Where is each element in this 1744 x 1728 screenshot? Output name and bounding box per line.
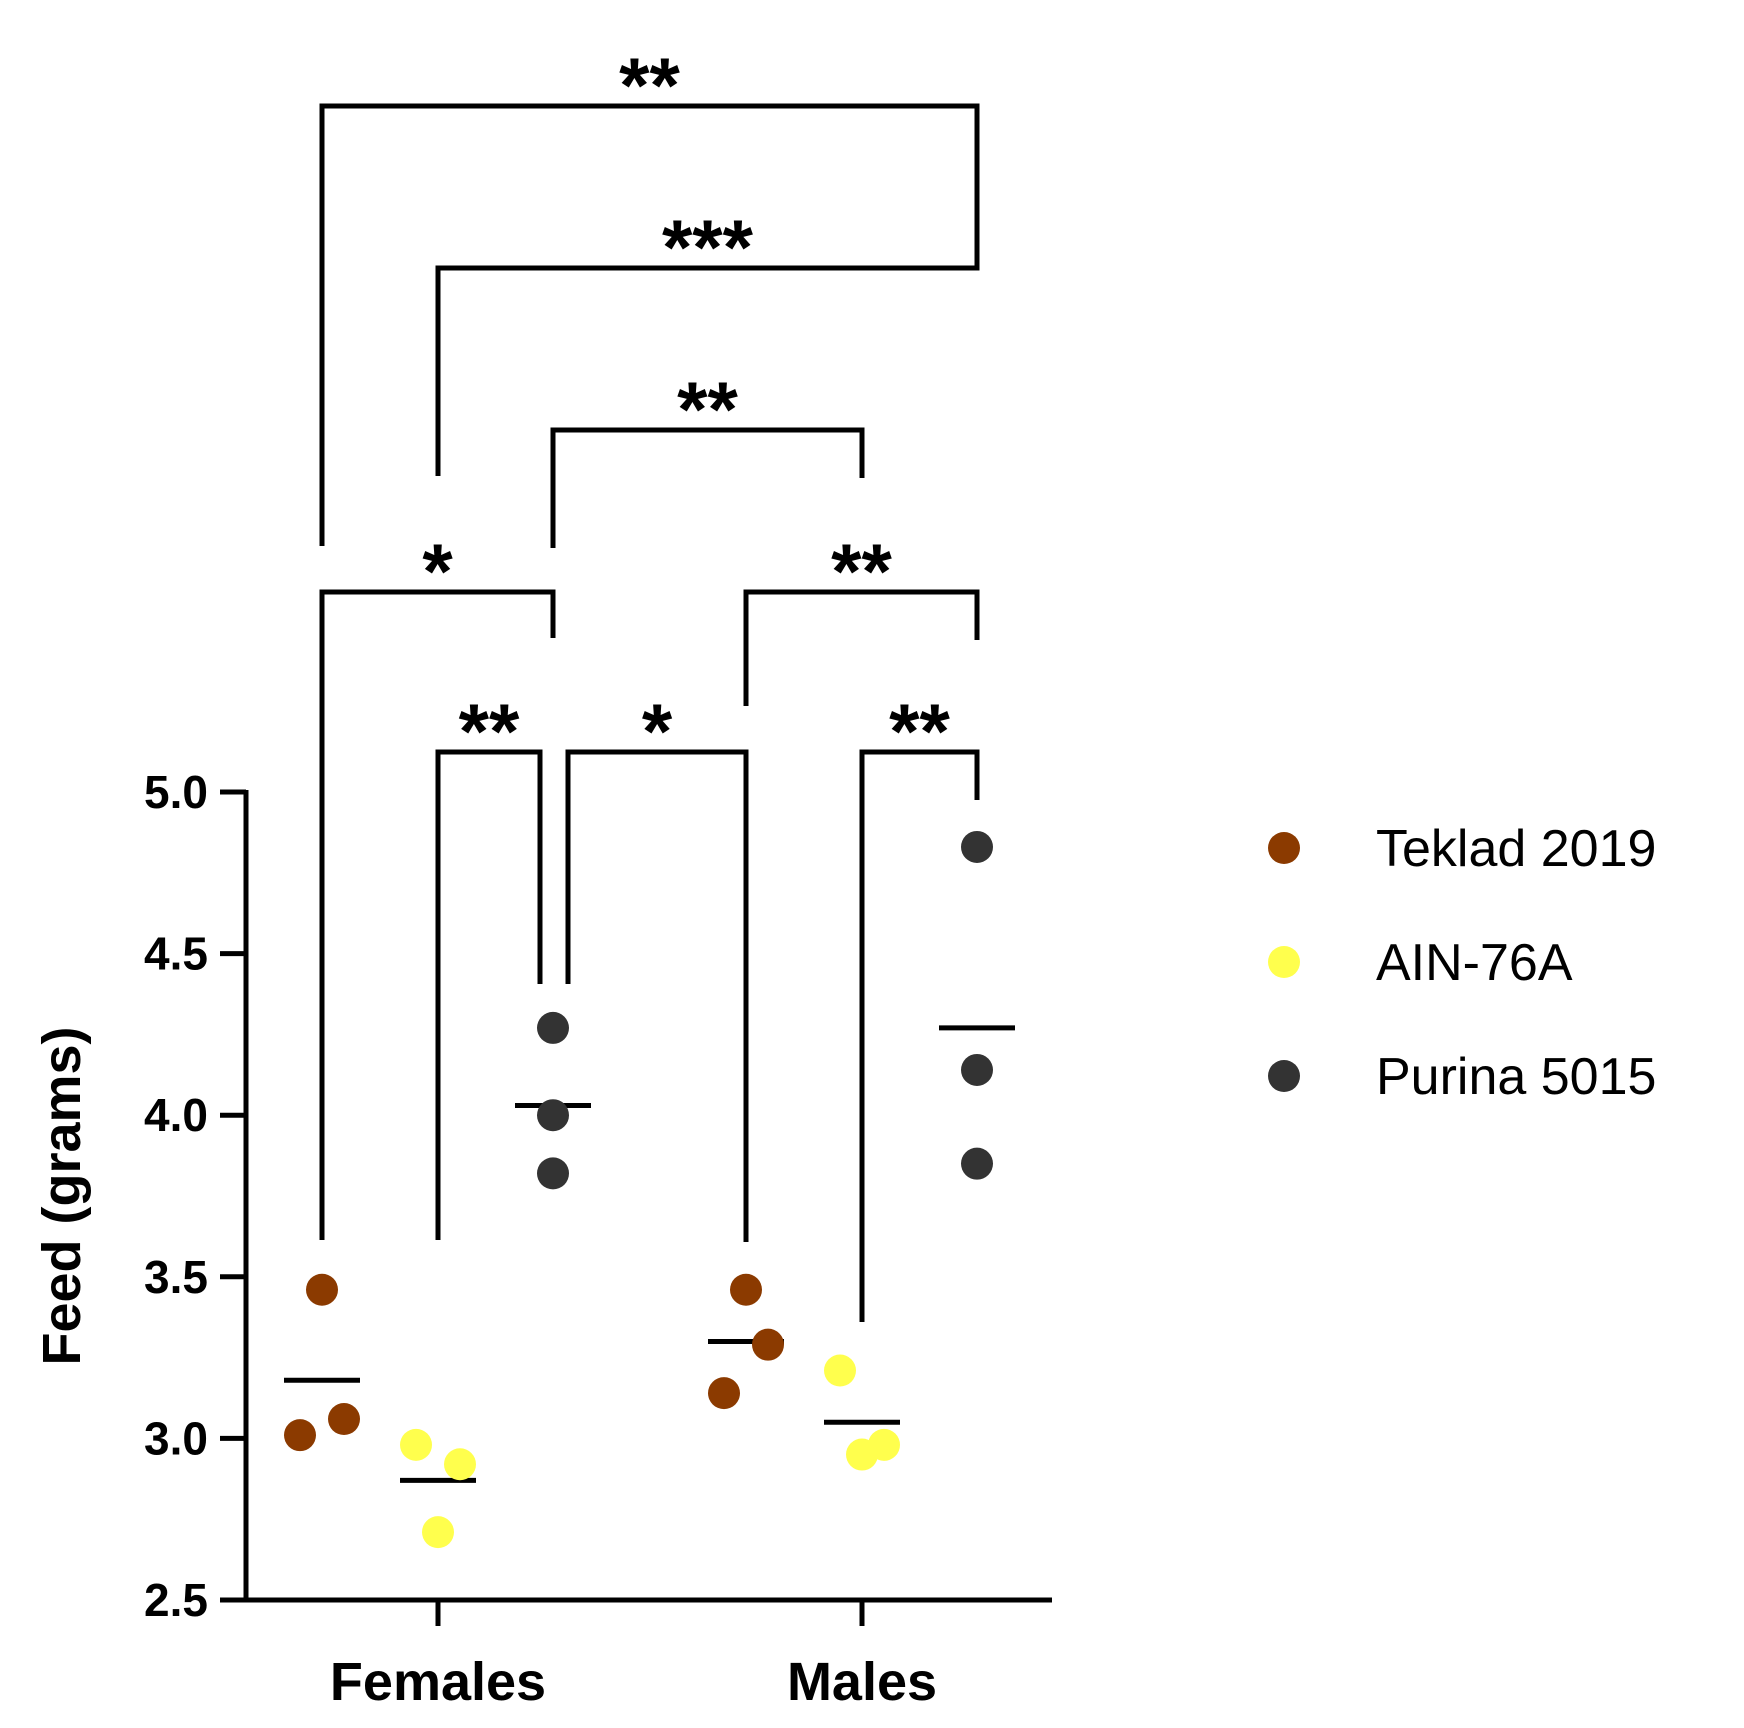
group-means	[284, 1025, 1015, 1483]
data-point	[961, 1053, 993, 1086]
data-points	[284, 830, 993, 1549]
data-point	[284, 1419, 316, 1452]
x-category-label: Females	[330, 1652, 546, 1712]
significance-label: *	[422, 527, 453, 615]
data-point	[730, 1273, 762, 1306]
y-tick-label: 3.0	[144, 1412, 208, 1464]
y-tick-label: 4.5	[144, 928, 208, 980]
significance-label: **	[619, 41, 680, 129]
significance-label: ***	[662, 203, 754, 291]
data-point	[752, 1328, 784, 1361]
data-point	[846, 1438, 878, 1471]
y-tick-label: 5.0	[144, 766, 208, 818]
x-category-label: Males	[787, 1652, 937, 1712]
y-tick-label: 2.5	[144, 1574, 208, 1626]
data-point	[708, 1377, 740, 1410]
data-point	[961, 830, 993, 863]
significance-bracket	[550, 427, 865, 548]
data-point	[444, 1448, 476, 1481]
legend-label: Purina 5015	[1376, 1048, 1656, 1106]
significance-label: **	[459, 687, 520, 775]
legend-marker	[1268, 1060, 1300, 1092]
legend-label: AIN-76A	[1376, 934, 1573, 992]
y-axis-title: Feed (grams)	[32, 1026, 92, 1365]
significance-bracket	[435, 222, 980, 476]
legend-marker	[1268, 946, 1300, 978]
significance-brackets: ** * *** *********	[319, 41, 980, 1322]
legend-label: Teklad 2019	[1376, 820, 1656, 878]
significance-bracket	[859, 749, 980, 1322]
significance-bracket	[319, 103, 980, 546]
significance-bracket	[435, 749, 543, 1240]
data-point	[328, 1403, 360, 1436]
significance-label: **	[677, 365, 738, 453]
legend: Teklad 2019 AIN-76A Purina 5015	[1268, 820, 1656, 1106]
significance-label: *	[642, 687, 673, 775]
legend-marker	[1268, 832, 1300, 864]
data-point	[537, 1157, 569, 1190]
data-point	[824, 1354, 856, 1387]
data-point	[537, 1011, 569, 1044]
axes: 5.0 4.5 4.0 3.5 3.0 2.5 Females Males Feed (gram…	[32, 766, 1052, 1712]
significance-label: **	[831, 527, 892, 615]
data-point	[422, 1516, 454, 1549]
data-point	[537, 1099, 569, 1132]
y-tick-label: 4.0	[144, 1089, 208, 1141]
significance-label: **	[889, 687, 950, 775]
data-point	[400, 1428, 432, 1461]
data-point	[306, 1273, 338, 1306]
significance-bracket	[565, 749, 749, 1242]
data-point	[961, 1147, 993, 1180]
significance-bracket	[319, 589, 556, 1240]
y-tick-label: 3.5	[144, 1251, 208, 1303]
significance-bracket	[743, 589, 980, 706]
